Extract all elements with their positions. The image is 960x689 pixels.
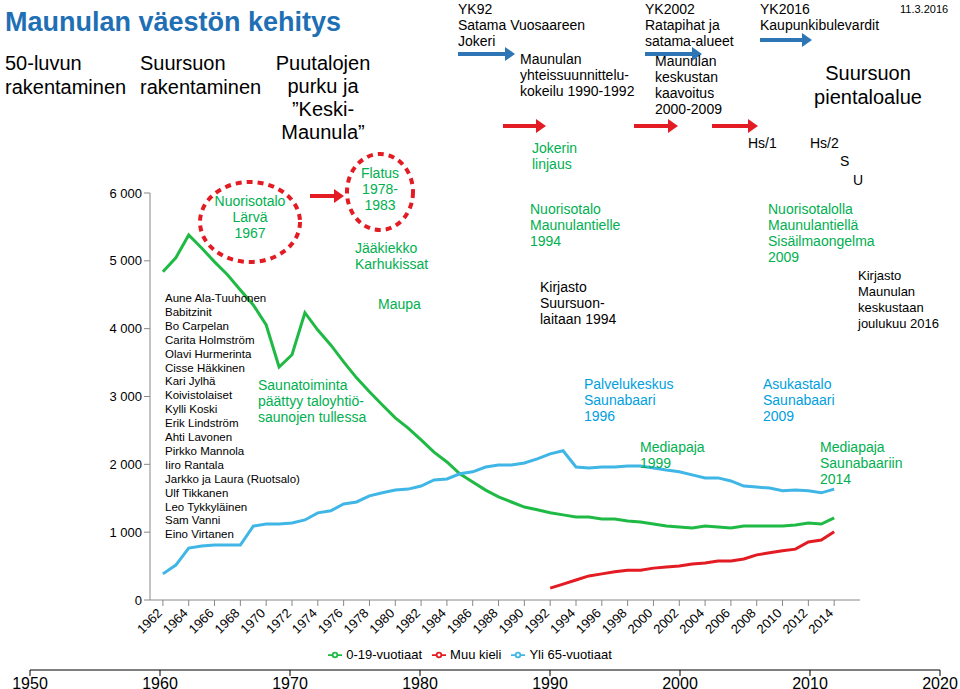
- svg-text:1980: 1980: [366, 606, 397, 637]
- svg-text:NuorisotalollaMaunulantielläSi: NuorisotalollaMaunulantielläSisäilmaonge…: [768, 201, 875, 265]
- svg-text:2012: 2012: [779, 606, 810, 637]
- svg-text:2010: 2010: [792, 675, 828, 689]
- svg-text:Aune Ala-TuuhonenBabitzinitBo: Aune Ala-TuuhonenBabitzinitBo CarpelanCa…: [165, 292, 300, 540]
- svg-text:0: 0: [135, 593, 142, 608]
- svg-text:2008: 2008: [728, 606, 759, 637]
- svg-text:JääkiekkoKarhukissat: JääkiekkoKarhukissat: [355, 240, 428, 272]
- svg-text:1980: 1980: [402, 675, 438, 689]
- svg-text:YK92Satama VuosaareenJokeri: YK92Satama VuosaareenJokeri: [458, 1, 585, 49]
- svg-text:2014: 2014: [805, 606, 836, 637]
- svg-text:Maupa: Maupa: [378, 296, 421, 312]
- svg-text:2002: 2002: [650, 606, 681, 637]
- svg-text:1960: 1960: [142, 675, 178, 689]
- svg-text:1970: 1970: [237, 606, 268, 637]
- svg-text:Maunulan väestön kehitys: Maunulan väestön kehitys: [8, 7, 341, 37]
- svg-text:1972: 1972: [263, 606, 294, 637]
- svg-text:2020: 2020: [922, 675, 952, 689]
- svg-text:MediapajaSaunabaariin2014: MediapajaSaunabaariin2014: [820, 439, 903, 487]
- svg-text:1990: 1990: [532, 675, 568, 689]
- svg-text:1990: 1990: [495, 606, 526, 637]
- svg-text:1974: 1974: [289, 606, 320, 637]
- svg-text:YK2016Kaupunkibulevardit: YK2016Kaupunkibulevardit: [760, 1, 879, 33]
- svg-text:1978: 1978: [341, 606, 372, 637]
- svg-text:1964: 1964: [160, 606, 191, 637]
- svg-text:2004: 2004: [676, 606, 707, 637]
- svg-text:1968: 1968: [211, 606, 242, 637]
- svg-text:S: S: [840, 153, 849, 169]
- svg-text:1984: 1984: [418, 606, 449, 637]
- svg-text:50-luvunrakentaminen: 50-luvunrakentaminen: [8, 52, 126, 98]
- svg-text:Mediapaja1999: Mediapaja1999: [640, 439, 705, 471]
- svg-text:Suursuonpientaloalue: Suursuonpientaloalue: [814, 62, 922, 108]
- svg-text:6 000: 6 000: [109, 186, 142, 201]
- svg-text:Hs/2: Hs/2: [810, 135, 839, 151]
- svg-text:11.3.2016: 11.3.2016: [900, 3, 948, 15]
- svg-text:1976: 1976: [315, 606, 346, 637]
- svg-text:1988: 1988: [470, 606, 501, 637]
- svg-text:Suursuonrakentaminen: Suursuonrakentaminen: [140, 52, 261, 98]
- svg-text:Flatus1978-1983: Flatus1978-1983: [361, 165, 399, 213]
- svg-text:NuorisotaloMaunulantielle1994: NuorisotaloMaunulantielle1994: [530, 201, 620, 249]
- svg-text:1998: 1998: [599, 606, 630, 637]
- svg-text:U: U: [853, 172, 863, 188]
- svg-text:2000: 2000: [662, 675, 698, 689]
- svg-text:1950: 1950: [12, 675, 48, 689]
- svg-text:1962: 1962: [134, 606, 165, 637]
- svg-text:Saunatoimintapäättyy taloyhtiö: Saunatoimintapäättyy taloyhtiö-saunojen …: [258, 377, 366, 425]
- svg-text:1992: 1992: [521, 606, 552, 637]
- svg-text:AsukastaloSaunabaari2009: AsukastaloSaunabaari2009: [763, 376, 835, 424]
- svg-text:5 000: 5 000: [109, 253, 142, 268]
- svg-text:1970: 1970: [272, 675, 308, 689]
- svg-text:1996: 1996: [573, 606, 604, 637]
- svg-text:Hs/1: Hs/1: [748, 135, 777, 151]
- svg-text:2006: 2006: [702, 606, 733, 637]
- svg-text:2 000: 2 000: [109, 457, 142, 472]
- svg-text:1 000: 1 000: [109, 525, 142, 540]
- svg-text:2010: 2010: [754, 606, 785, 637]
- svg-text:1966: 1966: [186, 606, 217, 637]
- svg-text:Maunulankeskustankaavoitus2000: Maunulankeskustankaavoitus2000-2009: [655, 53, 722, 117]
- svg-text:3 000: 3 000: [109, 389, 142, 404]
- svg-text:PalvelukeskusSaunabaari1996: PalvelukeskusSaunabaari1996: [584, 376, 674, 424]
- svg-text:KirjastoMaunulankeskustaanjoul: KirjastoMaunulankeskustaanjoulukuu 2016: [857, 268, 939, 331]
- svg-text:1986: 1986: [444, 606, 475, 637]
- svg-text:1982: 1982: [392, 606, 423, 637]
- svg-text:NuorisotaloLärvä1967: NuorisotaloLärvä1967: [215, 193, 286, 241]
- svg-text:Puutalojenpurku ja”Keski-Maunu: Puutalojenpurku ja”Keski-Maunula”: [276, 52, 371, 143]
- svg-text:KirjastoSuursuon-laitaan 1994: KirjastoSuursuon-laitaan 1994: [540, 279, 617, 327]
- svg-text:YK2002Ratapihat jasatama-aluee: YK2002Ratapihat jasatama-alueet: [645, 1, 734, 49]
- svg-text:Maunulanyhteissuunnittelu-koke: Maunulanyhteissuunnittelu-kokeilu 1990-1…: [520, 51, 635, 99]
- svg-text:4 000: 4 000: [109, 321, 142, 336]
- svg-text:1994: 1994: [547, 606, 578, 637]
- svg-text:2000: 2000: [625, 606, 656, 637]
- svg-text:Jokerinlinjaus: Jokerinlinjaus: [532, 140, 577, 172]
